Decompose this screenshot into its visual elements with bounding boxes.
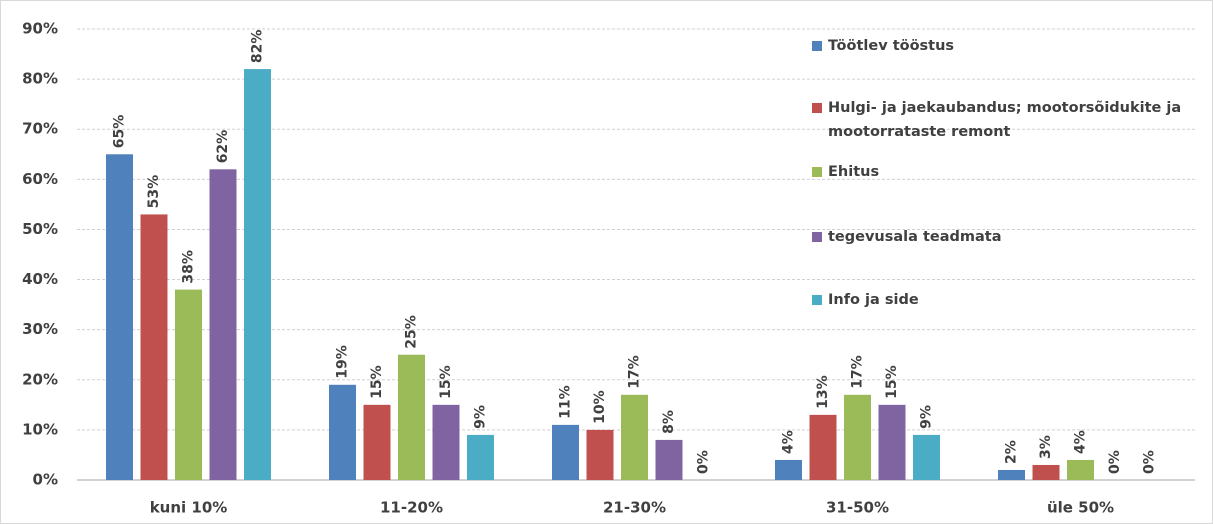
legend-label: Ehitus [828, 164, 880, 180]
x-tick-label: üle 50% [1047, 499, 1114, 517]
bar [106, 154, 133, 480]
data-label: 15% [884, 365, 900, 399]
data-label: 4% [1073, 430, 1089, 454]
bar [1067, 459, 1094, 480]
bar [878, 404, 906, 480]
data-label: 38% [181, 250, 197, 284]
bar [398, 354, 425, 480]
data-label: 82% [250, 30, 266, 64]
y-tick-label: 60% [22, 170, 58, 188]
legend-item: tegevusala teadmata [812, 225, 1002, 249]
data-label: 11% [558, 385, 574, 419]
data-label: 2% [1004, 440, 1020, 464]
data-label: 17% [627, 355, 643, 389]
data-label: 4% [781, 430, 797, 454]
data-label: 15% [438, 365, 454, 399]
legend-swatch [812, 41, 822, 51]
data-label: 19% [335, 345, 351, 379]
data-label: 17% [850, 355, 866, 389]
bar [809, 414, 837, 480]
bar [552, 424, 579, 480]
legend-swatch [812, 295, 822, 305]
data-label: 25% [404, 315, 420, 349]
bar [1032, 464, 1060, 480]
legend-item: Ehitus [812, 160, 879, 184]
legend-swatch [812, 167, 822, 177]
data-label: 53% [146, 175, 162, 209]
data-label: 9% [473, 405, 489, 429]
data-label: 9% [919, 405, 935, 429]
bar [175, 289, 202, 480]
bar [467, 434, 494, 480]
legend-swatch [812, 232, 822, 242]
bar [209, 169, 237, 481]
bar [363, 404, 391, 480]
y-tick-label: 80% [22, 70, 58, 88]
bar [655, 439, 683, 480]
bar [140, 214, 168, 480]
y-tick-label: 0% [33, 471, 58, 489]
data-label: 0% [1107, 450, 1123, 474]
legend-label: tegevusala teadmata [828, 229, 1002, 245]
legend-item: Info ja side [812, 288, 919, 312]
y-tick-label: 70% [22, 120, 58, 138]
bar [775, 459, 802, 480]
x-tick-label: 11-20% [380, 499, 443, 517]
y-tick-label: 20% [22, 370, 58, 388]
y-tick-label: 30% [22, 320, 58, 338]
bar [621, 394, 648, 480]
x-tick-label: 31-50% [826, 499, 889, 517]
legend-item: Töötlev tööstus [812, 34, 954, 58]
y-tick-label: 50% [22, 220, 58, 238]
legend-label: Hulgi- ja jaekaubandus; mootorsõidukite … [828, 100, 1182, 140]
data-label: 10% [592, 390, 608, 424]
legend-label: Info ja side [828, 292, 919, 308]
legend-swatch [812, 103, 822, 113]
bar [913, 434, 940, 480]
data-label: 0% [1142, 450, 1158, 474]
data-label: 8% [661, 410, 677, 434]
legend-label: Töötlev tööstus [828, 38, 955, 54]
data-label: 13% [815, 375, 831, 409]
bar [586, 429, 614, 480]
data-label: 15% [369, 365, 385, 399]
data-label: 0% [696, 450, 712, 474]
data-label: 3% [1038, 435, 1054, 459]
y-tick-label: 90% [22, 20, 58, 38]
x-tick-label: kuni 10% [150, 499, 228, 517]
bar [432, 404, 460, 480]
bar [998, 469, 1025, 480]
data-label: 62% [215, 130, 231, 164]
data-label: 65% [112, 115, 128, 149]
y-tick-label: 10% [22, 420, 58, 438]
y-tick-label: 40% [22, 270, 58, 288]
bar [844, 394, 871, 480]
x-tick-label: 21-30% [603, 499, 666, 517]
legend-item: Hulgi- ja jaekaubandus; mootorsõidukite … [812, 96, 1204, 144]
bar [244, 69, 271, 480]
bar [329, 384, 356, 480]
